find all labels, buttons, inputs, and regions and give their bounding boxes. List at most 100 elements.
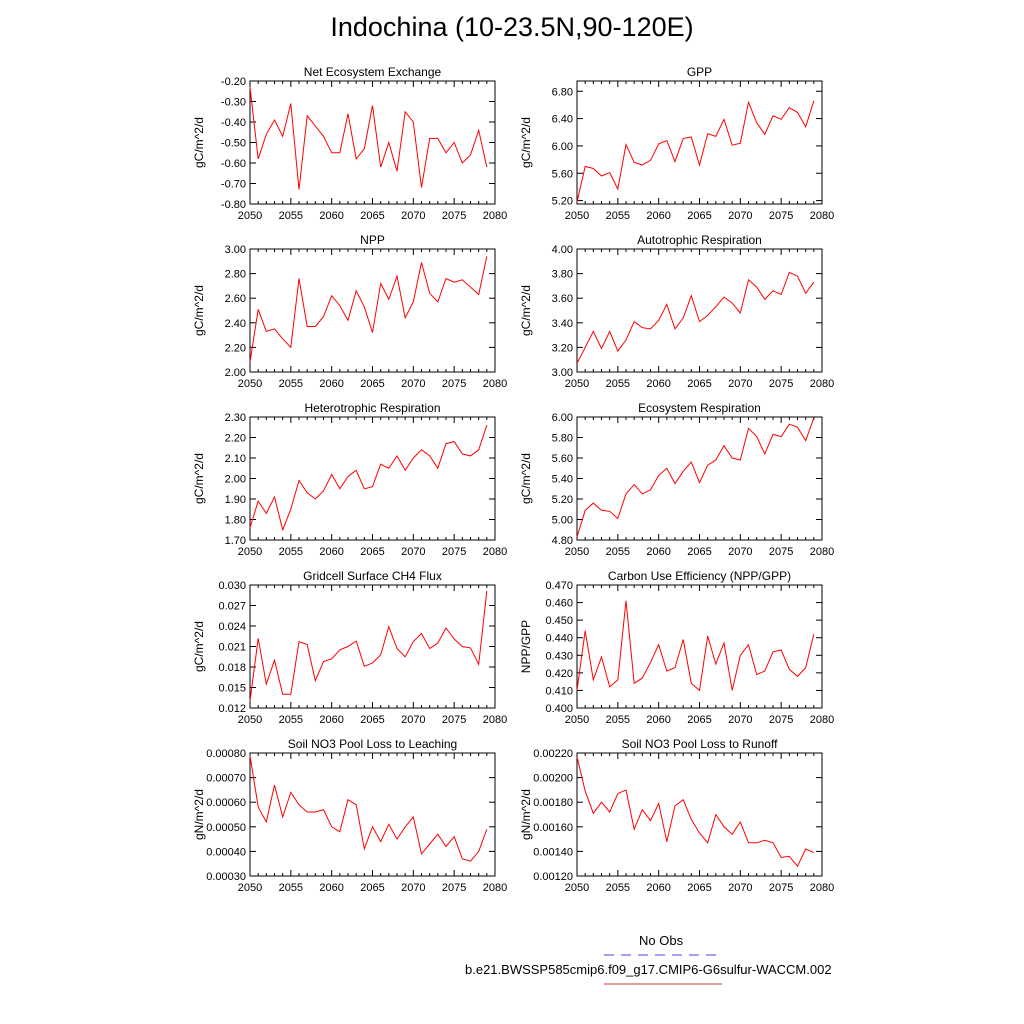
panel-7-ytick-label: 0.420 — [545, 668, 573, 680]
panel-1-xtick-label: 2055 — [606, 210, 630, 222]
panel-3-xtick-label: 2075 — [769, 378, 793, 390]
panel-7-xtick-label: 2075 — [769, 714, 793, 726]
panel-8-xtick-label: 2080 — [483, 882, 507, 894]
panel-5-xtick-label: 2060 — [646, 546, 670, 558]
panel-9-title: Soil NO3 Pool Loss to Runoff — [622, 737, 779, 751]
panel-4-xtick-label: 2075 — [442, 546, 466, 558]
panel-7-ylabel: NPP/GPP — [519, 620, 533, 673]
panel-2-ytick-label: 2.00 — [225, 367, 246, 379]
panel-0-xtick-label: 2055 — [279, 210, 303, 222]
panel-1-xtick-label: 2070 — [728, 210, 752, 222]
panel-1-frame — [576, 80, 823, 205]
panel-9-ytick-label: 0.00120 — [533, 871, 573, 883]
panel-2-ytick-label: 2.60 — [225, 293, 246, 305]
panel-6-xtick-label: 2070 — [401, 714, 425, 726]
panel-4-xtick-label: 2060 — [319, 546, 343, 558]
panel-2-frame — [249, 248, 496, 373]
panel-5-title: Ecosystem Respiration — [638, 401, 761, 415]
panel-0-xtick-label: 2075 — [442, 210, 466, 222]
panel-2-ytick-label: 2.20 — [225, 342, 246, 354]
panel-8-ytick-label: 0.00080 — [206, 748, 246, 760]
panel-8-xtick-label: 2065 — [360, 882, 384, 894]
panel-1-ytick-label: 6.00 — [552, 141, 573, 153]
panel-4-series-line-0 — [249, 425, 488, 532]
panel-0-xtick-label: 2070 — [401, 210, 425, 222]
panel-4-ytick-label: 1.80 — [225, 515, 246, 527]
panel-3-xtick-label: 2055 — [606, 378, 630, 390]
panel-4-xtick-label: 2070 — [401, 546, 425, 558]
panel-3-title: Autotrophic Respiration — [637, 233, 762, 247]
panel-3-ytick-label: 3.20 — [552, 342, 573, 354]
panel-9-series-line-0 — [576, 756, 815, 868]
figure-title: Indochina (10-23.5N,90-120E) — [330, 12, 694, 42]
panel-9-ytick-label: 0.00180 — [533, 797, 573, 809]
panel-4-frame — [249, 416, 496, 541]
panel-8-title: Soil NO3 Pool Loss to Leaching — [288, 737, 457, 751]
panel-5-xtick-label: 2075 — [769, 546, 793, 558]
panel-7-xtick-label: 2065 — [687, 714, 711, 726]
panel-9-xtick-label: 2050 — [565, 882, 589, 894]
panel-6-xtick-label: 2075 — [442, 714, 466, 726]
panel-7-series-line-0 — [576, 600, 815, 692]
panel-9-ytick-label: 0.00200 — [533, 773, 573, 785]
panel-7-ytick-label: 0.410 — [545, 685, 573, 697]
panel-8-xtick-label: 2070 — [401, 882, 425, 894]
panel-6-xtick-label: 2065 — [360, 714, 384, 726]
panel-4-ytick-label: 2.20 — [225, 433, 246, 445]
panel-3-xtick-label: 2070 — [728, 378, 752, 390]
panel-6-ytick-label: 0.027 — [218, 601, 246, 613]
panel-1-xtick-label: 2080 — [810, 210, 834, 222]
panel-3-ytick-label: 4.00 — [552, 244, 573, 256]
panel-3-xtick-label: 2065 — [687, 378, 711, 390]
panel-2-ytick-label: 2.40 — [225, 318, 246, 330]
panel-2-xtick-label: 2050 — [238, 378, 262, 390]
panel-3-ytick-label: 3.60 — [552, 293, 573, 305]
panel-6-series-line-0 — [249, 591, 488, 702]
panel-8-ytick-label: 0.00040 — [206, 846, 246, 858]
panel-2-xtick-label: 2060 — [319, 378, 343, 390]
panel-0-ytick-label: -0.30 — [221, 97, 246, 109]
panel-0-xtick-label: 2065 — [360, 210, 384, 222]
panel-4-ytick-label: 1.90 — [225, 494, 246, 506]
panel-2-xtick-label: 2070 — [401, 378, 425, 390]
panel-0-xtick-label: 2080 — [483, 210, 507, 222]
panel-1-ylabel: gC/m^2/d — [519, 117, 533, 168]
panel-4-xtick-label: 2055 — [279, 546, 303, 558]
panel-8-xtick-label: 2075 — [442, 882, 466, 894]
panel-5-ytick-label: 4.80 — [552, 535, 573, 547]
panel-2-ylabel: gC/m^2/d — [192, 285, 206, 336]
panel-7-ytick-label: 0.440 — [545, 633, 573, 645]
panel-1-ytick-label: 5.60 — [552, 168, 573, 180]
panel-5-xtick-label: 2050 — [565, 546, 589, 558]
panel-1-ytick-label: 6.40 — [552, 114, 573, 126]
panel-7-ytick-label: 0.400 — [545, 703, 573, 715]
panel-9-ylabel: gN/m^2/d — [519, 789, 533, 840]
panel-0-xtick-label: 2060 — [319, 210, 343, 222]
panel-3-ylabel: gC/m^2/d — [519, 285, 533, 336]
panel-3-frame — [576, 248, 823, 373]
panel-5-series-line-0 — [576, 417, 815, 538]
panel-4-xtick-label: 2080 — [483, 546, 507, 558]
panel-6-frame — [249, 584, 496, 709]
panel-4-ytick-label: 2.30 — [225, 412, 246, 424]
panel-6-ytick-label: 0.018 — [218, 662, 246, 674]
panel-3-xtick-label: 2060 — [646, 378, 670, 390]
panel-7-ytick-label: 0.470 — [545, 580, 573, 592]
panel-8-xtick-label: 2055 — [279, 882, 303, 894]
panel-6-xtick-label: 2080 — [483, 714, 507, 726]
panel-4-ylabel: gC/m^2/d — [192, 453, 206, 504]
panel-7-ytick-label: 0.430 — [545, 650, 573, 662]
panel-5-frame — [576, 416, 823, 541]
panel-0-series-line-0 — [249, 87, 488, 190]
panel-1-xtick-label: 2060 — [646, 210, 670, 222]
panel-5-ylabel: gC/m^2/d — [519, 453, 533, 504]
panel-7-xtick-label: 2070 — [728, 714, 752, 726]
panel-2-title: NPP — [360, 233, 385, 247]
panel-0-ytick-label: -0.80 — [221, 199, 246, 211]
panel-4-ytick-label: 2.10 — [225, 453, 246, 465]
panel-3-xtick-label: 2080 — [810, 378, 834, 390]
panel-4-title: Heterotrophic Respiration — [304, 401, 440, 415]
panel-8-frame — [249, 752, 496, 877]
